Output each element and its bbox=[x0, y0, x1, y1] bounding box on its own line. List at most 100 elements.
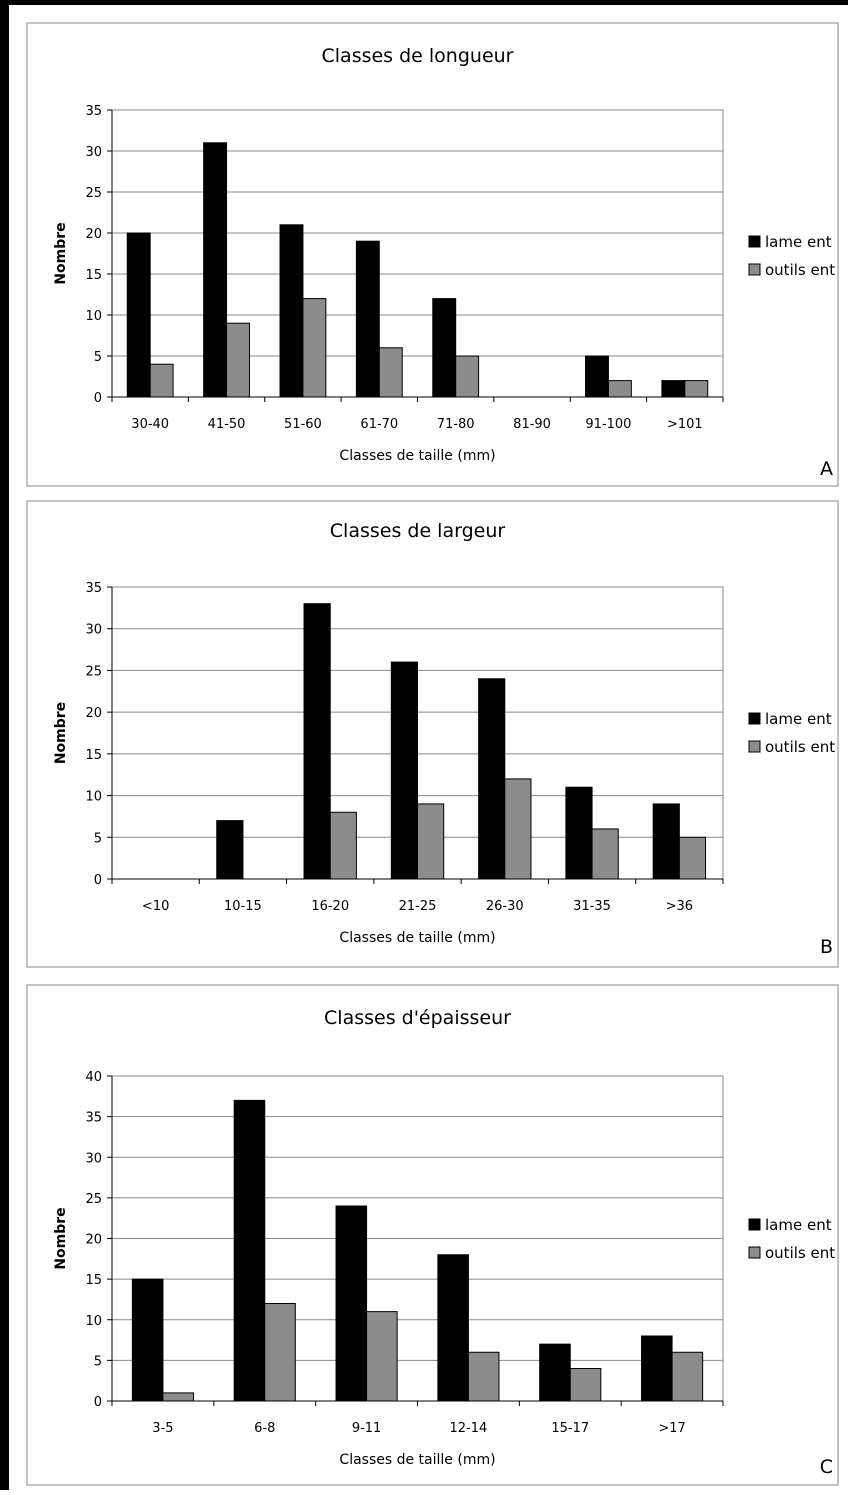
x-tick-label: 3-5 bbox=[152, 1421, 173, 1436]
x-tick-label: >17 bbox=[658, 1421, 685, 1436]
bar-lame-ent-1 bbox=[203, 142, 228, 398]
bar-outils-ent-4 bbox=[455, 355, 480, 398]
x-tick-label: 12-14 bbox=[450, 1421, 488, 1436]
bar-lame-ent-3 bbox=[437, 1254, 469, 1402]
y-tick-label: 20 bbox=[85, 706, 102, 721]
legend-label: lame ent bbox=[765, 1216, 832, 1234]
y-tick-label: 30 bbox=[85, 1151, 102, 1166]
legend-swatch bbox=[748, 263, 761, 276]
legend-label: lame ent bbox=[765, 710, 832, 728]
y-tick-label: 5 bbox=[94, 1354, 102, 1369]
bar-lame-ent-4 bbox=[432, 298, 457, 398]
y-axis-title: Nombre bbox=[53, 702, 69, 764]
x-tick-label: 30-40 bbox=[131, 417, 169, 432]
x-tick-label: 15-17 bbox=[551, 1421, 589, 1436]
y-tick-label: 20 bbox=[85, 1233, 102, 1248]
x-tick-label: 9-11 bbox=[352, 1421, 382, 1436]
legend-swatch bbox=[748, 712, 761, 725]
legend-swatch bbox=[748, 235, 761, 248]
x-tick-label: >101 bbox=[667, 417, 703, 432]
bar-outils-ent-3 bbox=[378, 347, 403, 398]
legend: lame ent outils ent bbox=[748, 1216, 835, 1262]
x-tick-label: 61-70 bbox=[360, 417, 398, 432]
y-tick-label: 0 bbox=[94, 873, 102, 888]
y-tick-label: 15 bbox=[85, 1273, 102, 1288]
x-tick-label: 16-20 bbox=[311, 899, 349, 914]
bar-outils-ent-0 bbox=[149, 363, 174, 398]
x-tick-label: 51-60 bbox=[284, 417, 322, 432]
bar-lame-ent-6 bbox=[652, 803, 680, 880]
panel-label: B bbox=[820, 936, 833, 958]
x-tick-label: 81-90 bbox=[513, 417, 551, 432]
bar-lame-ent-5 bbox=[565, 786, 593, 880]
bar-outils-ent-5 bbox=[591, 828, 619, 880]
y-tick-label: 10 bbox=[85, 790, 102, 805]
y-tick-label: 5 bbox=[94, 350, 102, 365]
y-tick-label: 10 bbox=[85, 1314, 102, 1329]
y-tick-label: 30 bbox=[85, 623, 102, 638]
legend: lame ent outils ent bbox=[748, 710, 835, 756]
y-tick-label: 35 bbox=[85, 1111, 102, 1126]
chart-b: 0 5 10 15 20 25 30 35 <10 10-15 16-20 21-25 26-30 31-… bbox=[26, 500, 839, 968]
x-tick-label: 31-35 bbox=[573, 899, 611, 914]
y-tick-label: 20 bbox=[85, 227, 102, 242]
x-tick-label: 21-25 bbox=[399, 899, 437, 914]
chart-c: 0 5 10 15 20 25 30 35 40 3-5 6-8 9-11 12-14 15-17 >17 C… bbox=[26, 984, 839, 1486]
x-tick-label: 91-100 bbox=[585, 417, 631, 432]
y-tick-label: 15 bbox=[85, 268, 102, 283]
bar-outils-ent-3 bbox=[417, 803, 445, 880]
y-tick-label: 35 bbox=[85, 581, 102, 596]
bar-lame-ent-0 bbox=[131, 1278, 164, 1402]
y-tick-label: 35 bbox=[85, 104, 102, 119]
bar-lame-ent-3 bbox=[355, 240, 380, 398]
legend-swatch bbox=[748, 740, 761, 753]
bar-outils-ent-0 bbox=[162, 1392, 194, 1402]
legend: lame ent outils ent bbox=[748, 233, 835, 279]
chart-title: Classes d'épaisseur bbox=[324, 1007, 511, 1029]
bar-outils-ent-3 bbox=[467, 1351, 500, 1402]
bar-outils-ent-5 bbox=[671, 1351, 704, 1402]
y-tick-label: 40 bbox=[85, 1070, 102, 1085]
y-tick-label: 5 bbox=[94, 831, 102, 846]
bar-outils-ent-2 bbox=[329, 811, 357, 880]
bar-outils-ent-4 bbox=[569, 1368, 602, 1402]
x-tick-label: 26-30 bbox=[486, 899, 524, 914]
legend-swatch bbox=[748, 1218, 761, 1231]
y-tick-label: 15 bbox=[85, 748, 102, 763]
legend-label: outils ent bbox=[765, 1244, 835, 1262]
x-tick-label: <10 bbox=[142, 899, 169, 914]
bar-lame-ent-6 bbox=[585, 355, 609, 398]
bar-lame-ent-3 bbox=[390, 661, 419, 880]
y-tick-label: 25 bbox=[85, 664, 102, 679]
y-tick-label: 0 bbox=[94, 1395, 102, 1410]
legend-label: outils ent bbox=[765, 738, 835, 756]
legend-label: lame ent bbox=[765, 233, 832, 251]
y-tick-label: 25 bbox=[85, 1192, 102, 1207]
y-tick-label: 30 bbox=[85, 145, 102, 160]
y-tick-label: 25 bbox=[85, 186, 102, 201]
bar-outils-ent-2 bbox=[366, 1311, 398, 1402]
bar-outils-ent-2 bbox=[302, 298, 327, 398]
charts-canvas: 0 5 10 15 20 25 30 35 30-40 41-50 51-60 61-70 71-80 8… bbox=[26, 22, 839, 1486]
bar-lame-ent-1 bbox=[233, 1099, 266, 1402]
x-tick-label: 71-80 bbox=[437, 417, 475, 432]
bar-outils-ent-6 bbox=[678, 836, 707, 880]
panel-label: A bbox=[820, 458, 833, 480]
bar-outils-ent-4 bbox=[504, 778, 532, 880]
bar-lame-ent-2 bbox=[303, 603, 331, 880]
x-tick-label: 41-50 bbox=[208, 417, 246, 432]
bar-outils-ent-7 bbox=[684, 380, 709, 398]
bar-lame-ent-1 bbox=[216, 820, 244, 880]
bar-lame-ent-7 bbox=[661, 380, 686, 398]
x-axis-title: Classes de taille (mm) bbox=[339, 930, 495, 946]
bar-lame-ent-2 bbox=[279, 224, 304, 398]
bar-lame-ent-0 bbox=[126, 232, 151, 398]
x-tick-label: >36 bbox=[666, 899, 693, 914]
bar-lame-ent-2 bbox=[335, 1205, 368, 1402]
legend-label: outils ent bbox=[765, 261, 835, 279]
bar-lame-ent-4 bbox=[478, 678, 506, 880]
bar-lame-ent-4 bbox=[539, 1343, 571, 1402]
legend-swatch bbox=[748, 1246, 761, 1259]
bar-outils-ent-1 bbox=[264, 1303, 296, 1402]
chart-a: 0 5 10 15 20 25 30 35 30-40 41-50 51-60 61-70 71-80 8… bbox=[26, 22, 839, 487]
